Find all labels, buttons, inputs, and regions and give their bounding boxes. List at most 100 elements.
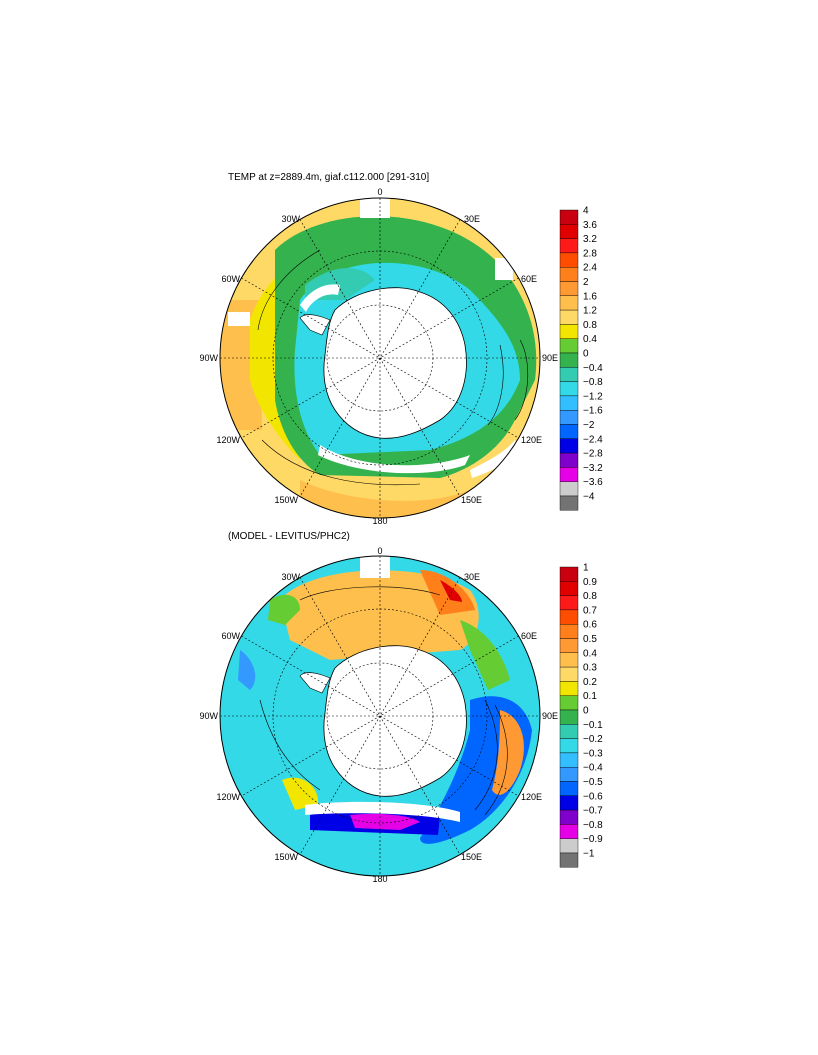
colorbar-tick-label: −0.6 (583, 791, 603, 802)
panel1-temperature-field (220, 198, 540, 518)
colorbar-swatch (559, 324, 579, 339)
colorbar-tick-label: −0.2 (583, 734, 603, 745)
colorbar-swatch (559, 395, 579, 411)
panel1-lon-30w: 30W (281, 214, 300, 224)
colorbar-tick-label: −0.8 (583, 820, 603, 831)
colorbar-tick-label: −0.8 (583, 377, 603, 388)
panel2-lon-120e: 120E (521, 792, 542, 802)
panel2-graticule (220, 556, 540, 876)
colorbar-swatch (559, 409, 579, 425)
colorbar-tick-label: −2.8 (583, 449, 603, 460)
colorbar-tick-label: −2.4 (583, 434, 603, 445)
colorbar-tick-label: 0 (583, 349, 589, 360)
panel1-lon-90w: 90W (199, 353, 218, 363)
colorbar-swatch (559, 452, 579, 468)
colorbar-swatch (559, 381, 579, 397)
panel1-lon-90e: 90E (542, 353, 558, 363)
colorbar-swatch (559, 652, 579, 668)
colorbar-tick-label: −3.6 (583, 477, 603, 488)
colorbar-swatch (559, 209, 579, 225)
panel1-graticule (220, 198, 540, 518)
colorbar-swatch (559, 809, 579, 825)
panel1-lon-60e: 60E (521, 274, 537, 284)
colorbar-swatch (559, 281, 579, 297)
colorbar-tick-label: −0.3 (583, 748, 603, 759)
panel2-lon-0: 0 (377, 546, 382, 556)
panel1-lon-180: 180 (372, 516, 387, 526)
colorbar-swatch (559, 724, 579, 739)
panel1-lon-150e: 150E (461, 495, 482, 505)
colorbar-tick-label: −4 (583, 492, 595, 503)
panel1-lon-120e: 120E (521, 435, 542, 445)
colorbar-swatch (559, 481, 579, 497)
colorbar-swatch (559, 224, 579, 239)
colorbar-tick-label: −0.9 (583, 834, 603, 845)
colorbar-tick-label: 0.3 (583, 663, 597, 674)
colorbar-tick-label: −3.2 (583, 463, 603, 474)
panel2-lon-90e: 90E (542, 711, 558, 721)
colorbar-tick-label: −0.4 (583, 763, 603, 774)
colorbar-swatch (559, 252, 579, 268)
colorbar-swatch (559, 638, 579, 654)
colorbar-swatch (559, 695, 579, 711)
colorbar-tick-label: 0.4 (583, 648, 597, 659)
colorbar-tick-label: 4 (583, 206, 589, 217)
colorbar-swatch (559, 467, 579, 482)
colorbar-tick-label: 0.7 (583, 605, 597, 616)
panel1-lon-0: 0 (377, 187, 382, 197)
colorbar-swatch (559, 824, 579, 839)
colorbar-swatch (559, 581, 579, 596)
colorbar-tick-label: 1.2 (583, 306, 597, 317)
colorbar-tick-label: 2.8 (583, 248, 597, 259)
colorbar-swatch (559, 238, 579, 254)
colorbar-swatch (559, 766, 579, 782)
colorbar-tick-label: 3.6 (583, 220, 597, 231)
colorbar-tick-label: 0.2 (583, 677, 597, 688)
colorbar-swatch (559, 752, 579, 768)
colorbar-swatch (559, 424, 579, 440)
panel1-colorbar: 4 3.6 3.2 2.8 2.4 2 1.6 1.2 0.8 0.4 0 −0.4 −0.8 −1.2 −… (559, 206, 603, 511)
panel2-polar-map: 0 30E 60E 90E 120E 150E 180 150W 120W 90… (199, 546, 558, 884)
colorbar-tick-label: 2 (583, 277, 589, 288)
colorbar-tick-label: −0.7 (583, 806, 603, 817)
panel1-polar-map: 0 30E 60E 90E 120E 150E 180 150W 120W 90… (199, 187, 558, 526)
colorbar-tick-label: 0.8 (583, 591, 597, 602)
colorbar-swatch (559, 738, 579, 754)
colorbar-swatch (559, 295, 579, 311)
colorbar-swatch (559, 609, 579, 625)
panel2-colorbar: 1 0.9 0.8 0.7 0.6 0.5 0.4 0.3 0.2 0.1 0 −0.1 −0.2 −0.… (559, 563, 603, 868)
colorbar-tick-label: −1 (583, 849, 595, 860)
panel1-lon-150w: 150W (274, 495, 298, 505)
colorbar-tick-label: 1 (583, 563, 589, 574)
panel2-lon-180: 180 (372, 874, 387, 884)
panel2-lon-120w: 120W (216, 792, 240, 802)
panel2-lon-30e: 30E (464, 572, 480, 582)
colorbar-tick-label: 0.1 (583, 691, 597, 702)
colorbar-tick-label: −1.6 (583, 406, 603, 417)
colorbar-tick-label: 0.5 (583, 634, 597, 645)
colorbar-swatch (559, 666, 579, 682)
colorbar-tick-label: 0.9 (583, 577, 597, 588)
panel1-lon-120w: 120W (216, 435, 240, 445)
colorbar-swatch (559, 852, 579, 868)
colorbar-swatch (559, 352, 579, 368)
colorbar-tick-label: 0.4 (583, 334, 597, 345)
panel2-lon-60e: 60E (521, 631, 537, 641)
colorbar-swatch (559, 495, 579, 511)
colorbar-swatch (559, 267, 579, 282)
colorbar-swatch (559, 795, 579, 811)
panel1-title: TEMP at z=2889.4m, giaf.c112.000 [291-31… (228, 172, 430, 183)
colorbar-tick-label: −0.5 (583, 777, 603, 788)
colorbar-swatch (559, 681, 579, 696)
panel1-lon-30e: 30E (464, 214, 480, 224)
colorbar-swatch (559, 338, 579, 354)
colorbar-swatch (559, 595, 579, 611)
colorbar-tick-label: 0.8 (583, 320, 597, 331)
panel2-lon-60w: 60W (221, 631, 240, 641)
colorbar-swatch (559, 838, 579, 854)
colorbar-tick-label: −0.1 (583, 720, 603, 731)
colorbar-swatch (559, 624, 579, 639)
colorbar-tick-label: −1.2 (583, 391, 603, 402)
panel2-title: (MODEL - LEVITUS/PHC2) (228, 531, 350, 542)
colorbar-swatch (559, 438, 579, 454)
